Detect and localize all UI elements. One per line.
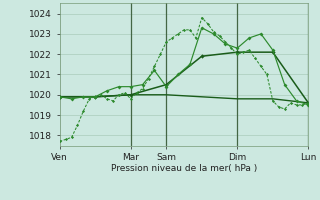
X-axis label: Pression niveau de la mer( hPa ): Pression niveau de la mer( hPa )	[111, 164, 257, 173]
